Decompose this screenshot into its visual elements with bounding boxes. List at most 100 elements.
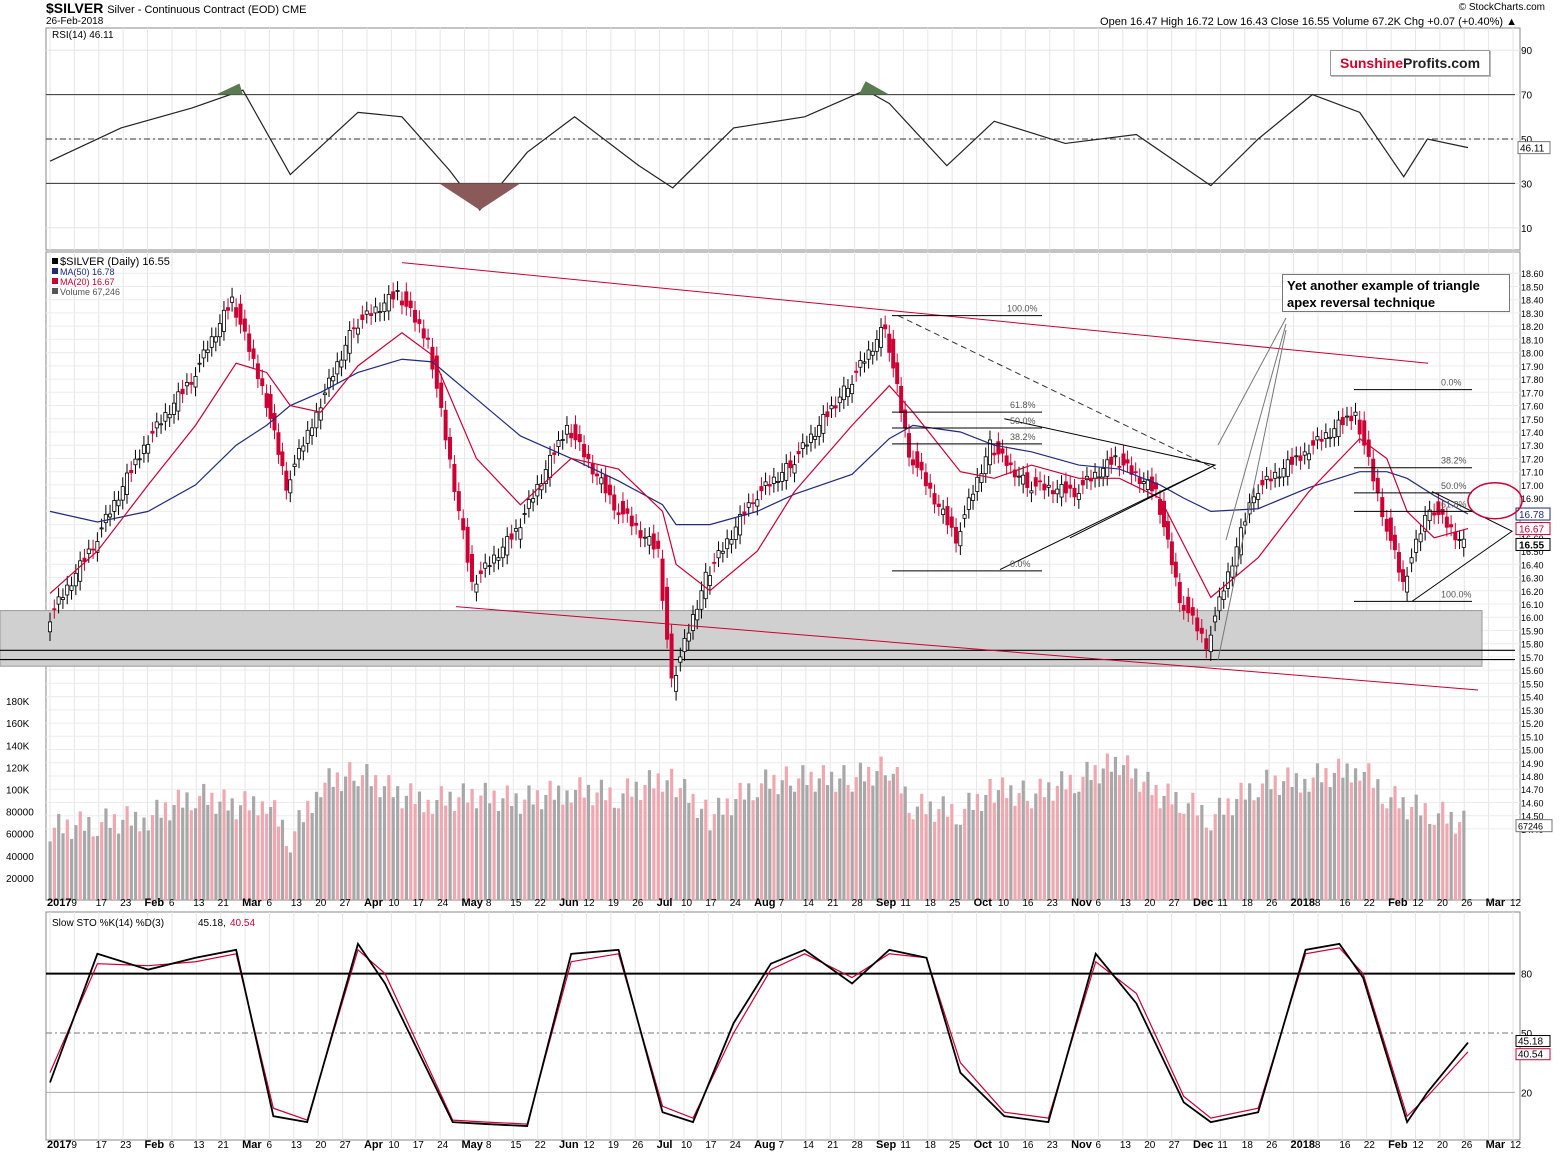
candle-down: [465, 526, 470, 563]
volume-bar: [924, 814, 928, 900]
volume-bar: [1101, 768, 1105, 900]
volume-bar: [992, 802, 996, 900]
sto-tick-label: 80: [1521, 970, 1533, 981]
volume-bar: [683, 778, 687, 900]
legend-swatch: [52, 268, 58, 274]
volume-bar: [352, 780, 356, 900]
candle-down: [52, 608, 57, 611]
x-tick-label: Feb: [1388, 1139, 1408, 1151]
x-tick-label: 27: [340, 898, 352, 909]
volume-bar: [1405, 819, 1409, 900]
candle-up: [858, 360, 863, 368]
candle-up: [1046, 484, 1051, 488]
volume-bar: [95, 835, 100, 900]
volume-tick-label: 40000: [6, 852, 34, 863]
fib-label: 50.0%: [1010, 416, 1036, 426]
volume-bar: [1441, 801, 1445, 900]
volume-bar: [1277, 794, 1282, 900]
candle-down: [569, 432, 574, 439]
support-band: [0, 610, 1483, 667]
x-tick-label: 13: [291, 898, 303, 909]
x-tick-label: 18: [1242, 898, 1254, 909]
candle-up: [971, 493, 976, 501]
candle-down: [1004, 455, 1009, 466]
sto-frame: [45, 911, 1521, 1141]
volume-bar: [360, 775, 365, 900]
volume-bar: [1230, 815, 1235, 900]
candle-down: [434, 355, 439, 389]
candle-up: [1285, 459, 1290, 477]
volume-bar: [661, 791, 665, 900]
volume-bar: [181, 807, 185, 900]
candle-down: [242, 318, 247, 332]
candle-up: [496, 557, 501, 561]
volume-bar: [369, 786, 373, 900]
volume-bar: [276, 826, 281, 900]
volume-bar: [907, 812, 911, 900]
volume-bar: [356, 786, 360, 900]
candle-up: [120, 486, 125, 501]
x-tick-label: 2018: [1291, 897, 1315, 909]
volume-bar: [1060, 771, 1064, 900]
volume-bar: [1154, 785, 1158, 900]
candle-up: [474, 583, 479, 593]
candle-up: [1264, 475, 1269, 481]
volume-bar: [1423, 803, 1427, 900]
volume-bar: [284, 846, 289, 900]
x-tick-label: 10: [388, 1140, 400, 1151]
candle-up: [966, 497, 971, 510]
candle-down: [915, 451, 920, 468]
volume-bar: [1047, 782, 1051, 900]
candle-down: [247, 333, 252, 352]
candle-up: [382, 302, 387, 313]
volume-bar: [327, 768, 331, 900]
volume-bar: [639, 799, 643, 900]
rsi-tick-label: 50: [1521, 135, 1533, 146]
volume-bar: [117, 833, 121, 900]
volume-bar: [256, 815, 260, 900]
price-tick-label: 16.50: [1521, 547, 1544, 557]
volume-bar: [1303, 778, 1307, 900]
volume-bar: [1419, 815, 1423, 900]
volume-bar: [133, 811, 138, 900]
candle-up: [703, 571, 708, 600]
candle-down: [788, 460, 793, 469]
candle-down: [833, 405, 838, 409]
volume-bar: [764, 769, 768, 900]
candle-down: [470, 553, 475, 582]
candle-up: [599, 477, 604, 485]
candle-down: [634, 522, 639, 526]
rsi-oversold-fill: [439, 183, 521, 211]
rsi-legend: RSI(14) 46.11: [52, 30, 114, 41]
volume-bar: [647, 770, 652, 900]
volume-bar: [531, 804, 535, 900]
x-tick-label: 10: [388, 898, 400, 909]
candle-up: [850, 383, 855, 395]
candle-up: [343, 344, 348, 361]
candle-down: [251, 348, 256, 359]
candle-up: [800, 442, 805, 449]
volume-bar: [883, 775, 887, 900]
volume-bar: [617, 808, 621, 900]
x-tick-label: 25: [949, 1140, 961, 1151]
candle-down: [1063, 481, 1068, 494]
sto-k-line: [49, 941, 1469, 1127]
candle-down: [1173, 561, 1178, 578]
volume-bar: [100, 822, 104, 900]
candle-up: [1251, 496, 1256, 504]
dashed-resistance-line: [897, 315, 1217, 470]
candle-down: [638, 530, 643, 539]
volume-bar: [573, 789, 578, 900]
candle-down: [996, 441, 1001, 455]
candle-up: [746, 502, 751, 508]
volume-bar: [1204, 827, 1208, 900]
volume-bar: [879, 756, 883, 900]
volume-bar: [1073, 793, 1077, 900]
x-tick-label: 26: [1461, 1140, 1473, 1151]
volume-bar: [612, 807, 616, 900]
volume-bar: [206, 804, 210, 900]
volume-bar: [1252, 800, 1256, 900]
volume-bar: [608, 787, 612, 900]
volume-bar: [1294, 773, 1298, 900]
x-tick-label: Oct: [974, 897, 993, 909]
